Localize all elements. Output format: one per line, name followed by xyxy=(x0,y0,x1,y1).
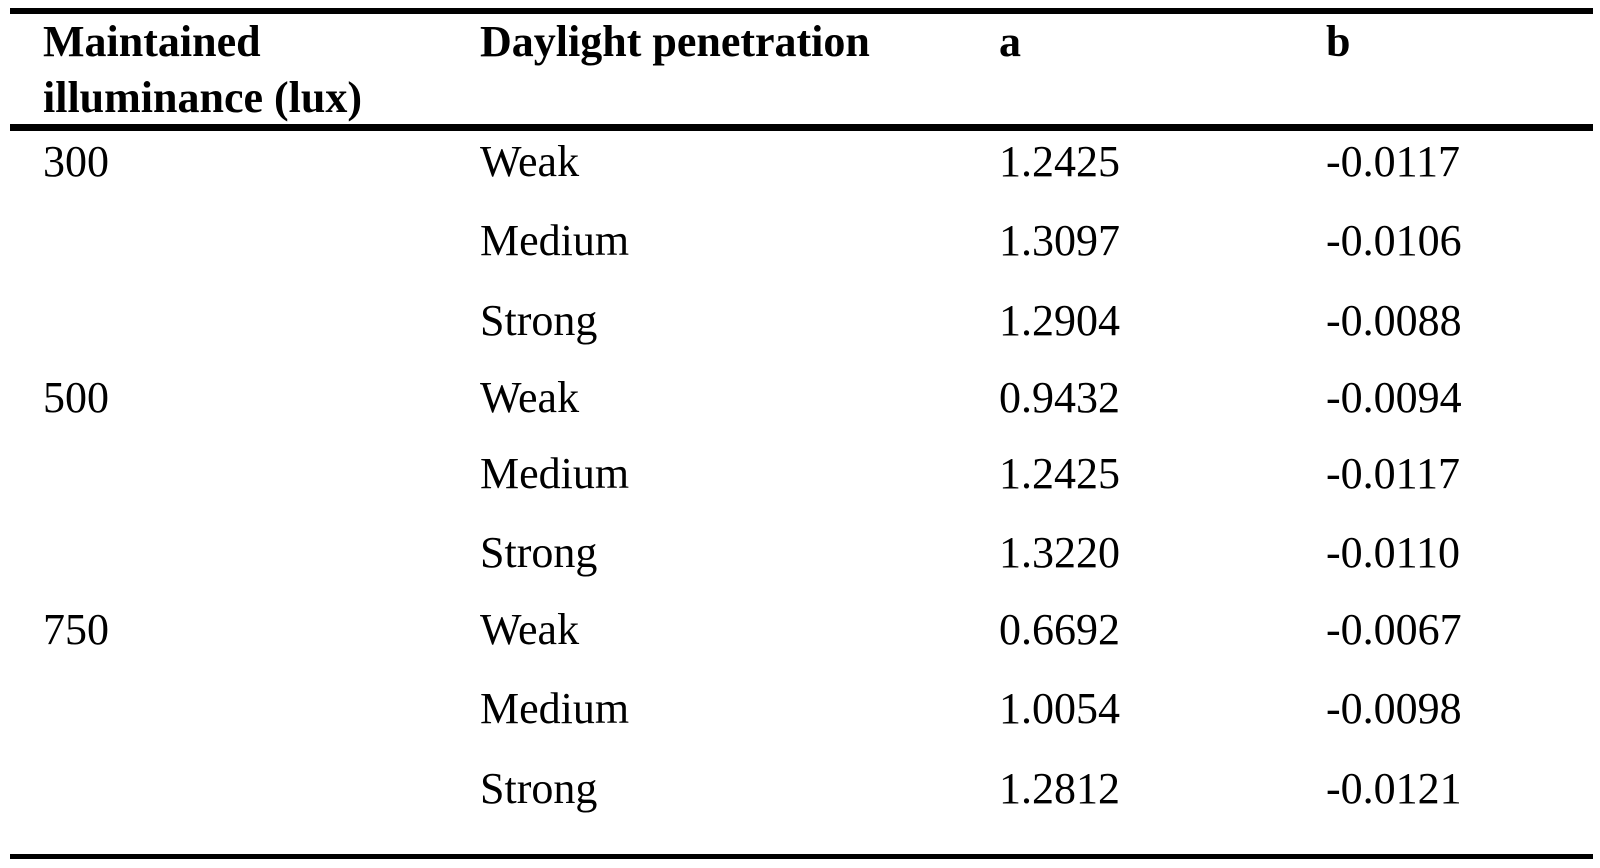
cell-b: -0.0094 xyxy=(1326,373,1462,422)
cell-penetration: Medium xyxy=(480,449,630,498)
header-rule xyxy=(10,124,1593,131)
cell-b: -0.0098 xyxy=(1326,684,1462,733)
cell-b: -0.0067 xyxy=(1326,605,1462,654)
cell-penetration: Medium xyxy=(480,216,630,265)
cell-b: -0.0110 xyxy=(1326,528,1461,577)
cell-penetration: Strong xyxy=(480,296,598,345)
cell-penetration: Weak xyxy=(480,605,580,654)
cell-a: 1.2904 xyxy=(999,296,1120,345)
cell-a: 1.2425 xyxy=(999,137,1120,186)
bottom-rule xyxy=(10,854,1593,859)
cell-illuminance: 750 xyxy=(43,605,109,654)
header-illuminance-line1: Maintained xyxy=(43,17,261,66)
cell-a: 1.3220 xyxy=(999,528,1120,577)
cell-penetration: Strong xyxy=(480,764,598,813)
cell-penetration: Strong xyxy=(480,528,598,577)
cell-penetration: Weak xyxy=(480,373,580,422)
cell-illuminance: 300 xyxy=(43,137,109,186)
cell-b: -0.0106 xyxy=(1326,216,1462,265)
header-b: b xyxy=(1326,17,1351,66)
header-illuminance-line2: illuminance (lux) xyxy=(43,73,363,122)
cell-a: 0.9432 xyxy=(999,373,1120,422)
cell-penetration: Weak xyxy=(480,137,580,186)
cell-a: 1.3097 xyxy=(999,216,1120,265)
cell-a: 1.2812 xyxy=(999,764,1120,813)
cell-b: -0.0117 xyxy=(1326,449,1461,498)
cell-b: -0.0117 xyxy=(1326,137,1461,186)
cell-b: -0.0088 xyxy=(1326,296,1462,345)
cell-illuminance: 500 xyxy=(43,373,109,422)
header-a: a xyxy=(999,17,1021,66)
header-daylight-penetration: Daylight penetration xyxy=(480,17,870,66)
cell-a: 1.0054 xyxy=(999,684,1120,733)
cell-b: -0.0121 xyxy=(1326,764,1462,813)
cell-a: 1.2425 xyxy=(999,449,1120,498)
cell-penetration: Medium xyxy=(480,684,630,733)
top-rule xyxy=(10,8,1593,14)
cell-a: 0.6692 xyxy=(999,605,1120,654)
